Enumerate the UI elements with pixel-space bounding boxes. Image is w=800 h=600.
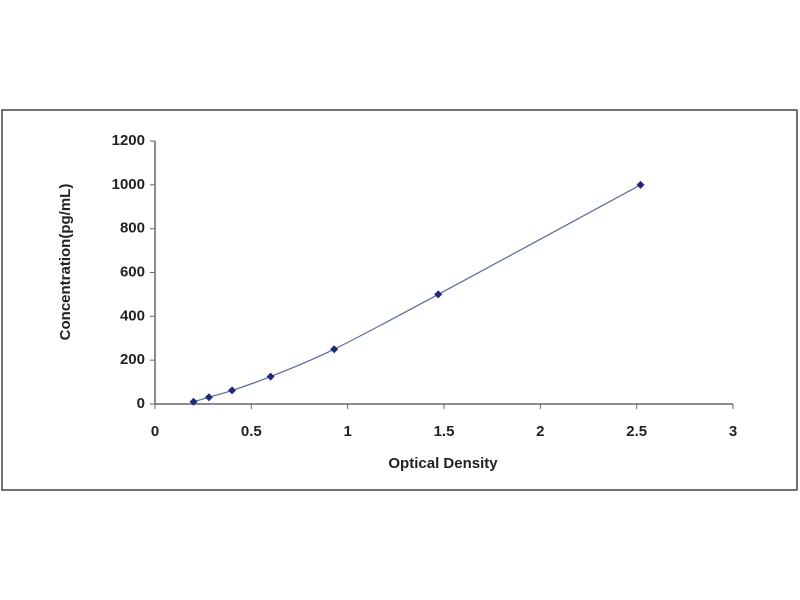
y-tick-label: 200 bbox=[120, 351, 145, 368]
y-tick-label: 400 bbox=[120, 307, 145, 324]
data-point bbox=[330, 345, 339, 354]
x-tick-label: 1 bbox=[343, 423, 351, 440]
y-tick-label: 1000 bbox=[112, 176, 145, 193]
x-tick-label: 0.5 bbox=[241, 423, 262, 440]
data-point bbox=[228, 386, 237, 395]
x-tick-label: 0 bbox=[151, 423, 159, 440]
data-point bbox=[266, 372, 275, 381]
x-tick-label: 1.5 bbox=[434, 423, 455, 440]
y-tick-label: 800 bbox=[120, 220, 145, 237]
x-tick-label: 3 bbox=[729, 423, 737, 440]
data-point bbox=[204, 393, 213, 402]
chart-frame bbox=[1, 109, 798, 491]
x-tick-label: 2 bbox=[536, 423, 544, 440]
y-tick-label: 600 bbox=[120, 263, 145, 280]
y-axis-title: Concentration(pg/mL) bbox=[57, 184, 74, 341]
x-axis-title: Optical Density bbox=[388, 455, 498, 472]
y-tick-label: 1200 bbox=[112, 132, 145, 149]
data-point bbox=[434, 290, 443, 299]
data-point bbox=[189, 397, 198, 406]
y-tick-label: 0 bbox=[137, 395, 145, 412]
data-point bbox=[636, 180, 645, 189]
x-tick-label: 2.5 bbox=[626, 423, 647, 440]
